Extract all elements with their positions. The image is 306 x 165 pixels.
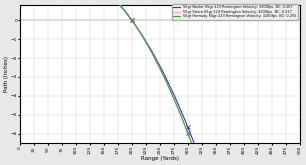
- 55gr Nosler 55gr 223 Remington Velocity: 3300fps  BC: 0.267: (323, -7.41): 3300fps BC: 0.267: (323, -7.41): [199, 160, 203, 162]
- 55gr Sierra 55gr 223 Remington Velocity: 3200fps  BC: 0.217: (183, 0.667): 3200fps BC: 0.217: (183, 0.667): [121, 6, 124, 8]
- X-axis label: Range (Yards): Range (Yards): [141, 156, 179, 161]
- Line: 55gr Hornady 55gr 223 Remington Velocity: 3200fps  BC: 0.255: 55gr Hornady 55gr 223 Remington Velocity…: [20, 0, 300, 165]
- Y-axis label: Path (Inches): Path (Inches): [4, 56, 9, 92]
- 55gr Nosler 55gr 223 Remington Velocity: 3300fps  BC: 0.267: (183, 0.632): 3300fps BC: 0.267: (183, 0.632): [121, 7, 124, 9]
- Legend: 55gr Nosler 55gr 223 Remington Velocity: 3300fps  BC: 0.267, 55gr Sierra 55gr 22: 55gr Nosler 55gr 223 Remington Velocity:…: [172, 4, 298, 20]
- Line: 55gr Nosler 55gr 223 Remington Velocity: 3300fps  BC: 0.267: 55gr Nosler 55gr 223 Remington Velocity:…: [20, 0, 300, 165]
- 55gr Hornady 55gr 223 Remington Velocity: 3200fps  BC: 0.255: (183, 0.665): 3200fps BC: 0.255: (183, 0.665): [121, 7, 124, 9]
- Line: 55gr Sierra 55gr 223 Remington Velocity: 3200fps  BC: 0.217: 55gr Sierra 55gr 223 Remington Velocity:…: [20, 0, 300, 165]
